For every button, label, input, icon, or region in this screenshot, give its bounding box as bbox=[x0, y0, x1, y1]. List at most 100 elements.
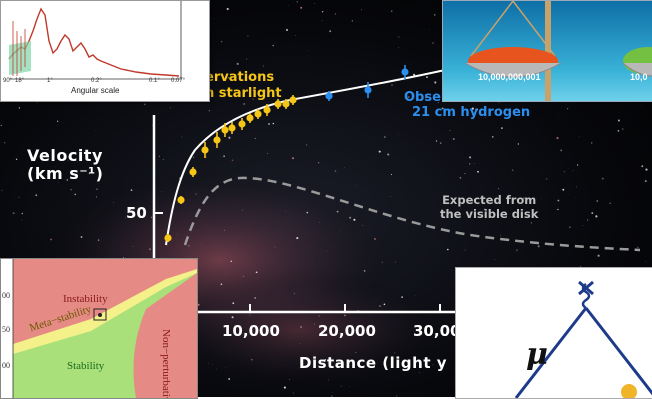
star bbox=[224, 230, 225, 231]
star bbox=[167, 246, 168, 247]
star bbox=[293, 393, 294, 394]
star bbox=[379, 151, 381, 153]
star bbox=[223, 155, 224, 156]
star bbox=[152, 125, 153, 126]
star bbox=[591, 212, 593, 214]
star bbox=[374, 238, 376, 240]
y-axis-label-line1: Velocity bbox=[27, 147, 103, 165]
star bbox=[247, 35, 248, 36]
star bbox=[426, 76, 428, 78]
star bbox=[512, 169, 514, 171]
star bbox=[645, 169, 647, 171]
star bbox=[518, 143, 519, 144]
star bbox=[579, 136, 580, 137]
star bbox=[243, 276, 244, 277]
star bbox=[622, 128, 623, 129]
star bbox=[18, 197, 19, 198]
star bbox=[159, 156, 160, 157]
star bbox=[329, 30, 331, 32]
star bbox=[221, 283, 223, 285]
star bbox=[74, 194, 76, 196]
star bbox=[596, 200, 598, 202]
expected-annotation-line1: Expected from bbox=[440, 193, 538, 207]
star bbox=[149, 248, 151, 250]
star bbox=[272, 45, 273, 46]
angular-scale-inset: 90° 18° 1° 0.2° 0.1° 0.07° Angular scale bbox=[0, 0, 210, 102]
star bbox=[236, 244, 237, 245]
inset-x-tick: 0.07° bbox=[171, 78, 185, 84]
star bbox=[341, 230, 342, 231]
x-tick-label: 30,00 bbox=[413, 322, 460, 340]
star bbox=[560, 149, 562, 151]
star bbox=[501, 127, 503, 129]
balance-pole bbox=[545, 1, 551, 101]
star bbox=[250, 314, 251, 315]
starlight-point bbox=[177, 196, 184, 203]
star bbox=[598, 255, 600, 257]
star bbox=[344, 167, 345, 168]
hydrogen-point bbox=[364, 86, 371, 93]
star bbox=[340, 88, 341, 89]
muon-symbol: μ bbox=[526, 337, 548, 372]
star bbox=[516, 249, 518, 251]
hydrogen-annotation-line2: 21 cm hydrogen bbox=[412, 105, 530, 120]
inset-x-tick: 18° bbox=[15, 78, 24, 84]
star bbox=[576, 197, 577, 198]
x-axis-label: Distance (light y bbox=[299, 354, 447, 372]
star bbox=[453, 138, 455, 140]
star bbox=[573, 170, 574, 171]
star bbox=[206, 157, 207, 158]
star bbox=[289, 379, 290, 380]
stability-y-tick: 00 bbox=[2, 361, 10, 370]
star bbox=[500, 235, 501, 236]
star bbox=[556, 137, 558, 139]
star bbox=[212, 364, 213, 365]
star bbox=[296, 237, 298, 239]
star bbox=[344, 315, 346, 317]
star bbox=[246, 58, 247, 59]
starlight-point bbox=[246, 114, 253, 121]
left-pan-label: 10,000,000,001 bbox=[478, 72, 541, 82]
cosmic-variance-band bbox=[9, 41, 31, 75]
feynman-inset: μ bbox=[455, 267, 652, 399]
balance-inset: 10,000,000,001 10,0 bbox=[442, 0, 652, 102]
star bbox=[328, 380, 329, 381]
star bbox=[460, 177, 462, 179]
star bbox=[559, 115, 560, 116]
star bbox=[284, 387, 286, 389]
star bbox=[320, 222, 321, 223]
star bbox=[255, 138, 256, 139]
star bbox=[474, 163, 475, 164]
star bbox=[181, 137, 182, 138]
star bbox=[541, 198, 542, 199]
star bbox=[227, 8, 229, 10]
starlight-point bbox=[238, 120, 245, 127]
starlight-point bbox=[263, 106, 270, 113]
hydrogen-point bbox=[401, 68, 408, 75]
star bbox=[196, 194, 197, 195]
star bbox=[225, 368, 226, 369]
star bbox=[1, 190, 2, 191]
star bbox=[209, 110, 210, 111]
star bbox=[587, 219, 588, 220]
power-spectrum-curve bbox=[9, 9, 179, 76]
star bbox=[267, 153, 268, 154]
star bbox=[371, 73, 372, 74]
y-axis-label: Velocity (km s⁻¹) bbox=[27, 147, 103, 183]
star bbox=[567, 108, 568, 109]
star bbox=[232, 302, 234, 304]
star bbox=[465, 250, 466, 251]
starlight-point bbox=[254, 110, 261, 117]
star bbox=[419, 373, 420, 374]
star bbox=[569, 226, 570, 227]
star bbox=[391, 85, 392, 86]
nonperturbative-label: Non−perturbativ bbox=[160, 329, 172, 399]
star bbox=[335, 13, 336, 14]
starlight-point bbox=[189, 168, 196, 175]
star bbox=[131, 189, 133, 191]
starlight-point bbox=[213, 136, 220, 143]
x-tick-label: 10,000 bbox=[222, 322, 280, 340]
star bbox=[464, 173, 465, 174]
star bbox=[198, 304, 200, 306]
star bbox=[300, 7, 302, 9]
